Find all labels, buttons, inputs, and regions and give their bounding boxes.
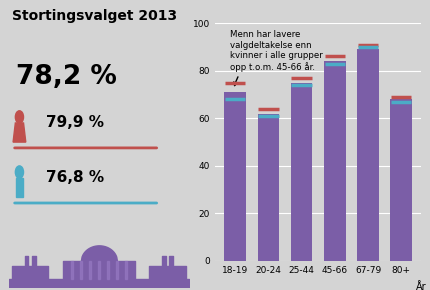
- Polygon shape: [16, 178, 23, 197]
- Text: År: År: [416, 282, 427, 290]
- Text: 79,9 %: 79,9 %: [46, 115, 104, 130]
- Bar: [324, 61, 346, 261]
- Circle shape: [15, 111, 24, 123]
- Text: 78,2 %: 78,2 %: [15, 64, 117, 90]
- Text: Menn har lavere
valgdeltakelse enn
kvinner i alle grupper
opp t.o.m. 45-66 år.: Menn har lavere valgdeltakelse enn kvinn…: [230, 30, 323, 86]
- Text: 76,8 %: 76,8 %: [46, 170, 104, 185]
- Bar: [357, 49, 379, 261]
- Text: Stortingsvalget 2013: Stortingsvalget 2013: [12, 9, 177, 23]
- Bar: [390, 99, 412, 261]
- Bar: [291, 83, 312, 261]
- Polygon shape: [13, 123, 26, 142]
- Bar: [258, 114, 279, 261]
- Circle shape: [15, 166, 24, 178]
- Bar: [224, 92, 246, 261]
